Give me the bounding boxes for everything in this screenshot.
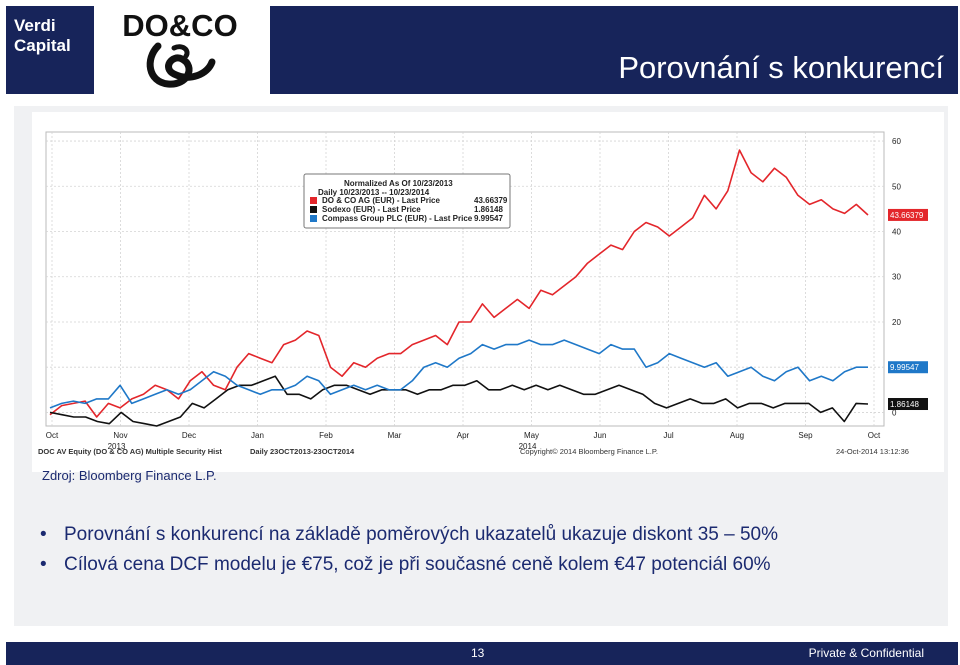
x-tick-label: Jul (663, 431, 673, 440)
chart-footer-left-1: DOC AV Equity (DO & CO AG) Multiple Secu… (38, 447, 222, 456)
series-line (49, 339, 868, 409)
page-number: 13 (471, 646, 485, 660)
bullet-dot: • (40, 554, 47, 575)
legend-swatch (310, 197, 317, 204)
legend-swatch (310, 215, 317, 222)
x-tick-label: Sep (798, 431, 813, 440)
x-tick-label: Jan (251, 431, 264, 440)
source-note: Zdroj: Bloomberg Finance L.P. (42, 468, 217, 483)
page-title: Porovnání s konkurencí (618, 50, 944, 85)
legend-swatch (310, 206, 317, 213)
legend-header-1: Normalized As Of 10/23/2013 (344, 179, 453, 188)
x-tick-label: Jun (594, 431, 607, 440)
series-line (49, 375, 869, 427)
legend-series-value: 43.66379 (474, 196, 508, 205)
last-price-tag (888, 361, 928, 374)
x-year-label: 2014 (519, 442, 537, 451)
chart-timestamp: 24-Oct-2014 13:12:36 (836, 447, 909, 456)
bullet-dot: • (40, 524, 47, 545)
y-tick-label: 30 (892, 273, 901, 282)
y-tick-label: 0 (892, 408, 897, 417)
price-chart: 6050403020100 OctNovDecJanFebMarAprMayJu… (38, 131, 928, 456)
y-tick-label: 60 (892, 137, 901, 146)
content-panel: 6050403020100 OctNovDecJanFebMarAprMayJu… (14, 106, 948, 626)
last-price-tag-label: 1.86148 (890, 400, 919, 409)
x-tick-label: Aug (730, 431, 744, 440)
y-tick-label: 40 (892, 228, 901, 237)
legend-series-name: Sodexo (EUR) - Last Price (322, 205, 421, 214)
x-year-label: 2013 (108, 442, 126, 451)
legend-header-2: Daily 10/23/2013 -- 10/23/2014 (318, 188, 430, 197)
brand-line-1: Verdi (14, 16, 56, 35)
chart-legend: Normalized As Of 10/23/2013 Daily 10/23/… (303, 173, 511, 229)
legend-series-value: 9.99547 (474, 214, 503, 223)
logo-text: DO&CO (122, 8, 237, 43)
confidential-label: Private & Confidential (808, 646, 924, 660)
chart-footer-left-2: Daily 23OCT2013-23OCT2014 (250, 447, 355, 456)
x-tick-label: Nov (113, 431, 127, 440)
bullet-item: • Porovnání s konkurencí na základě pomě… (34, 520, 934, 550)
x-tick-label: May (524, 431, 539, 440)
x-tick-label: Mar (388, 431, 402, 440)
y-tick-label: 20 (892, 318, 901, 327)
y-tick-label: 50 (892, 182, 901, 191)
brand-badge: Verdi Capital (6, 6, 94, 94)
header-bar: Porovnání s konkurencí (270, 6, 958, 94)
last-price-tag (888, 208, 928, 221)
bullet-text: Cílová cena DCF modelu je €75, což je př… (64, 554, 771, 575)
bullet-item: • Cílová cena DCF modelu je €75, což je … (34, 550, 934, 580)
do-and-co-logo: DO&CO (122, 8, 238, 88)
last-price-tag-label: 9.99547 (890, 363, 919, 372)
legend-series-name: DO & CO AG (EUR) - Last Price (322, 196, 440, 205)
bullet-list: • Porovnání s konkurencí na základě pomě… (34, 520, 934, 580)
legend-series-name: Compass Group PLC (EUR) - Last Price (322, 214, 473, 223)
chart-copyright: Copyright© 2014 Bloomberg Finance L.P. (520, 447, 658, 456)
legend-series-value: 1.86148 (474, 205, 503, 214)
brand-line-2: Capital (14, 36, 71, 55)
last-price-tag-label: 43.66379 (890, 211, 924, 220)
x-tick-label: Dec (182, 431, 196, 440)
x-tick-label: Oct (868, 431, 881, 440)
chart-panel: 6050403020100 OctNovDecJanFebMarAprMayJu… (32, 112, 944, 472)
bullet-text: Porovnání s konkurencí na základě poměro… (64, 524, 778, 545)
footer-bar: 13 Private & Confidential (6, 642, 958, 665)
last-price-tag (888, 398, 928, 411)
x-tick-label: Apr (457, 431, 470, 440)
x-tick-label: Feb (319, 431, 333, 440)
x-tick-label: Oct (46, 431, 59, 440)
series-line (49, 149, 869, 418)
